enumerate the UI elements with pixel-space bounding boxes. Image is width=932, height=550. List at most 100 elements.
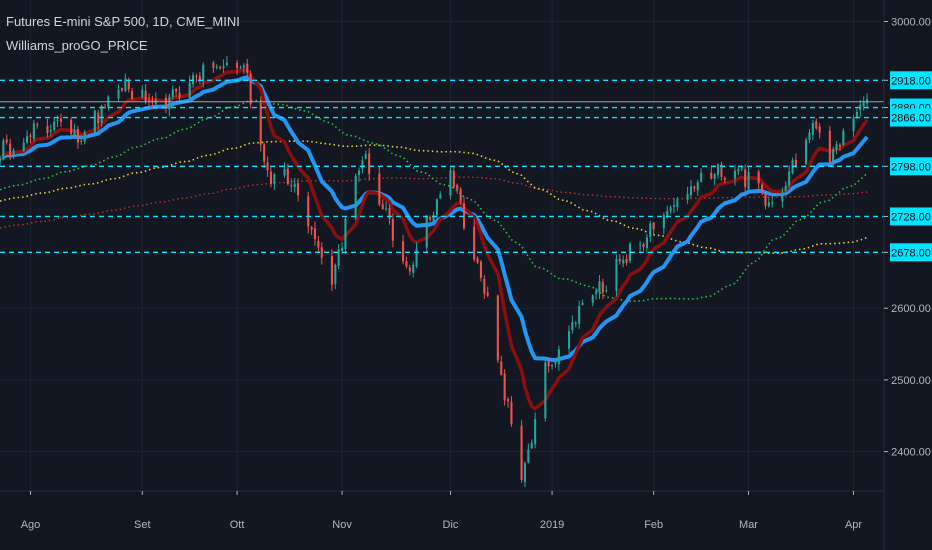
candle — [269, 166, 272, 188]
time-axis[interactable]: Ago Set Ott Nov Dic 2019 Feb Mar Apr — [21, 491, 863, 531]
candle — [361, 156, 364, 174]
candle-body — [456, 185, 459, 190]
candle — [520, 420, 523, 483]
candle-body — [188, 82, 191, 99]
candle — [385, 201, 388, 212]
candle-body — [828, 130, 831, 163]
candle — [0, 155, 2, 166]
candle — [568, 325, 571, 354]
candle — [148, 93, 151, 108]
candle — [144, 83, 147, 105]
candle — [171, 85, 174, 100]
candle — [547, 359, 550, 373]
candle-body — [747, 171, 750, 190]
candle-body — [83, 132, 86, 142]
candle-body — [5, 139, 8, 143]
candle — [120, 87, 123, 92]
candle-body — [429, 217, 432, 220]
candle — [391, 213, 394, 248]
price-axis[interactable]: 3000.002918.002880.002866.002798.002728.… — [884, 17, 932, 459]
candle-body — [788, 171, 791, 186]
candle-body — [175, 89, 178, 92]
candle-body — [496, 295, 499, 361]
horizontal-levels[interactable] — [0, 79, 884, 254]
candle-body — [408, 267, 411, 272]
candle — [842, 128, 845, 146]
candle — [859, 99, 862, 117]
candle-body — [100, 105, 103, 123]
candle — [22, 138, 25, 152]
candle — [164, 93, 167, 113]
candle — [32, 120, 35, 142]
candle-body — [625, 258, 628, 263]
candle — [523, 461, 526, 487]
watermark — [245, 327, 263, 399]
candle-body — [855, 111, 858, 118]
candle-body — [263, 144, 266, 162]
price-level-label: 2728.00 — [891, 211, 931, 223]
candle-body — [225, 62, 228, 65]
candle-body — [591, 295, 594, 303]
candle-body — [479, 261, 482, 278]
candle-body — [219, 67, 222, 69]
candle-body — [723, 178, 726, 180]
candle — [310, 225, 313, 236]
candle-body — [459, 188, 462, 202]
candle — [364, 150, 367, 160]
candle — [578, 300, 581, 329]
candle-body — [818, 126, 821, 133]
candle — [662, 212, 665, 235]
candle-body — [269, 171, 272, 184]
candle-body — [171, 89, 174, 97]
candle — [496, 294, 499, 364]
candle-body — [117, 89, 120, 99]
candle — [815, 118, 818, 130]
candle-body — [615, 259, 618, 291]
candle — [534, 412, 537, 449]
price-level-box — [890, 157, 932, 176]
candle-body — [76, 129, 79, 143]
candle — [673, 198, 676, 214]
candle — [784, 181, 787, 194]
candle-body — [737, 169, 740, 172]
time-tick-label: Ago — [21, 519, 41, 531]
price-level-label: 2678.00 — [891, 247, 931, 259]
candle — [744, 164, 747, 194]
candle — [591, 294, 594, 307]
candle-body — [835, 144, 838, 150]
candle-body — [622, 259, 625, 264]
candle — [73, 123, 76, 140]
candle-body — [354, 175, 357, 218]
candle — [131, 87, 134, 100]
candle-body — [757, 171, 760, 184]
candle — [862, 96, 865, 111]
candle — [93, 109, 96, 136]
candle-body — [717, 164, 720, 175]
candle — [320, 241, 323, 265]
candle-body — [662, 215, 665, 229]
candle-body — [53, 121, 56, 130]
candle — [432, 211, 435, 226]
candle-body — [520, 425, 523, 480]
candle-body — [283, 168, 286, 176]
candle-body — [503, 373, 506, 401]
candle — [178, 85, 181, 102]
candle — [452, 167, 455, 189]
candle-body — [246, 63, 249, 73]
symbol-title: Futures E-mini S&P 500, 1D, CME_MINI — [6, 14, 240, 29]
candle — [49, 124, 52, 137]
candle — [259, 96, 262, 152]
price-tick-label: 2500.00 — [891, 375, 931, 387]
candle-body — [103, 107, 106, 108]
candles — [0, 56, 869, 487]
candle-body — [551, 365, 554, 366]
candle-body — [645, 237, 648, 248]
candle — [544, 360, 547, 422]
candle — [503, 369, 506, 406]
candle — [83, 130, 86, 145]
candle — [761, 182, 764, 196]
candle — [368, 148, 371, 181]
candle — [757, 169, 760, 191]
candle-body — [527, 449, 530, 463]
